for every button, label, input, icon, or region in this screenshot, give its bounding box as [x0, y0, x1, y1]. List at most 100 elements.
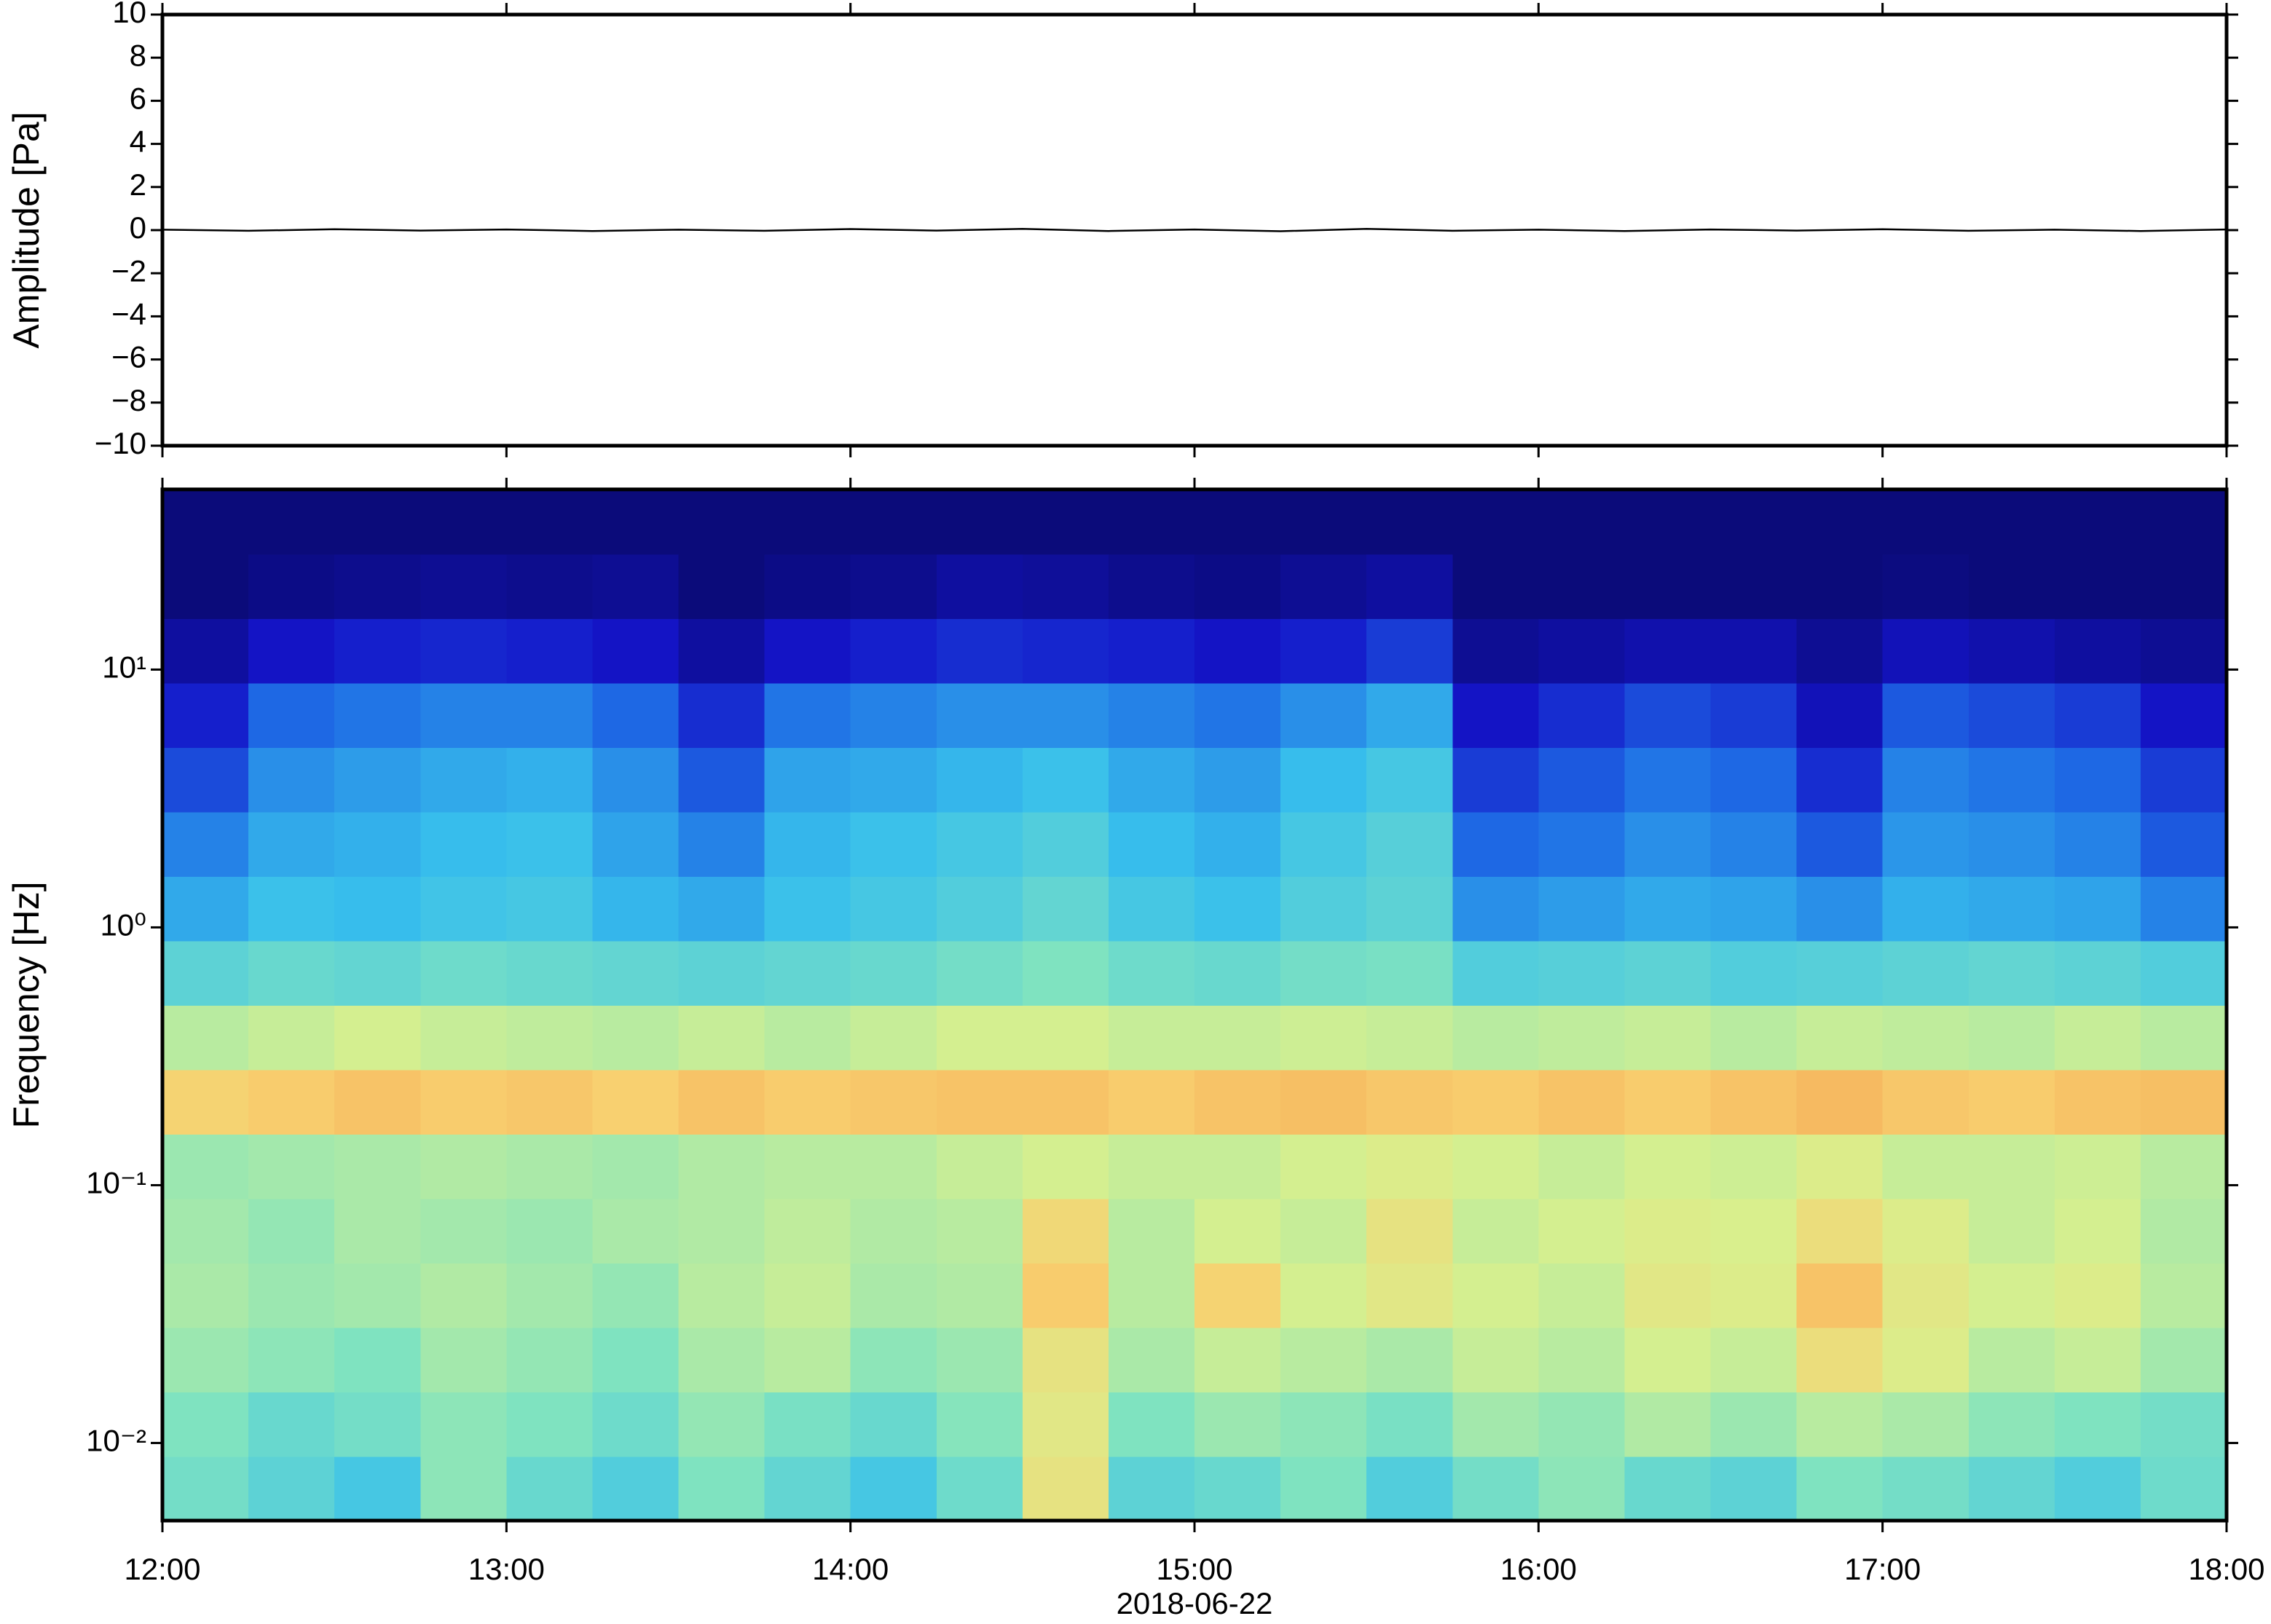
cell [1108, 553, 1195, 619]
cell [592, 1456, 680, 1521]
cell [1796, 1456, 1884, 1521]
cell [764, 811, 851, 877]
cell [506, 553, 594, 619]
cell [162, 1134, 249, 1199]
cell [1022, 618, 1109, 684]
cell [2140, 1392, 2227, 1457]
cell [1452, 1327, 1540, 1392]
cell [2054, 1134, 2141, 1199]
cell [506, 811, 594, 877]
cell [1108, 618, 1195, 684]
cell [678, 553, 765, 619]
cell [1624, 489, 1712, 555]
cell [1882, 1456, 1969, 1521]
cell [1882, 1327, 1969, 1392]
cell [1194, 1263, 1281, 1328]
cell [506, 489, 594, 555]
cell [764, 1005, 851, 1071]
cell [592, 618, 680, 684]
cell [1452, 682, 1540, 748]
cell [1280, 1327, 1367, 1392]
cell [506, 1069, 594, 1135]
y-tick-label: −10 [95, 426, 146, 460]
cell [1022, 489, 1109, 555]
cell [506, 1134, 594, 1199]
cell [2054, 1456, 2141, 1521]
cell [162, 1005, 249, 1071]
cell [1280, 553, 1367, 619]
cell [678, 1134, 765, 1199]
cell [2054, 1005, 2141, 1071]
cell [850, 1198, 937, 1264]
cell [162, 1456, 249, 1521]
spectrogram [162, 489, 2227, 1521]
cell [592, 747, 680, 813]
cell [1366, 811, 1454, 877]
cell [1194, 1327, 1281, 1392]
cell [1194, 1069, 1281, 1135]
y-tick-label: 4 [130, 125, 146, 159]
cell [592, 811, 680, 877]
cell [1366, 489, 1454, 555]
cell [1366, 940, 1454, 1006]
cell [420, 553, 508, 619]
cell [1710, 811, 1798, 877]
cell [2140, 1069, 2227, 1135]
cell [764, 1134, 851, 1199]
cell [1108, 1456, 1195, 1521]
cell [2140, 940, 2227, 1006]
cell [1194, 1005, 1281, 1071]
cell [1710, 1134, 1798, 1199]
cell [1538, 1198, 1626, 1264]
cell [248, 1069, 335, 1135]
y-tick-label: 10⁻² [86, 1424, 146, 1458]
cell [1624, 811, 1712, 877]
y-tick-label: −6 [111, 340, 146, 374]
x-tick-label: 14:00 [812, 1552, 889, 1586]
cell [248, 940, 335, 1006]
cell [248, 876, 335, 942]
cell [1452, 1456, 1540, 1521]
cell [1108, 1327, 1195, 1392]
cell [764, 1456, 851, 1521]
y-axis-title: Frequency [Hz] [6, 881, 47, 1128]
cell [936, 1327, 1023, 1392]
cell [1280, 1456, 1367, 1521]
cell [2140, 1198, 2227, 1264]
cell [1022, 682, 1109, 748]
cell [1624, 682, 1712, 748]
cell [248, 1392, 335, 1457]
cell [162, 1198, 249, 1264]
cell [334, 489, 422, 555]
cell [1968, 1198, 2055, 1264]
cell [506, 940, 594, 1006]
cell [592, 1392, 680, 1457]
cell [1538, 682, 1626, 748]
cell [1624, 1134, 1712, 1199]
cell [2140, 618, 2227, 684]
y-axis-title: Amplitude [Pa] [6, 111, 47, 348]
cell [1538, 1327, 1626, 1392]
cell [162, 553, 249, 619]
cell [1538, 940, 1626, 1006]
cell [1624, 1327, 1712, 1392]
cell [162, 811, 249, 877]
cell [1968, 682, 2055, 748]
cell [678, 811, 765, 877]
cell [764, 876, 851, 942]
cell [506, 618, 594, 684]
y-tick-label: −4 [111, 296, 146, 331]
cell [2140, 682, 2227, 748]
cell [2054, 747, 2141, 813]
cell [1710, 489, 1798, 555]
cell [1452, 747, 1540, 813]
cell [420, 682, 508, 748]
cell [1366, 747, 1454, 813]
cell [850, 618, 937, 684]
cell [2140, 876, 2227, 942]
cell [334, 1456, 422, 1521]
cell [936, 1392, 1023, 1457]
x-tick-label: 16:00 [1500, 1552, 1577, 1586]
cell [1882, 747, 1969, 813]
